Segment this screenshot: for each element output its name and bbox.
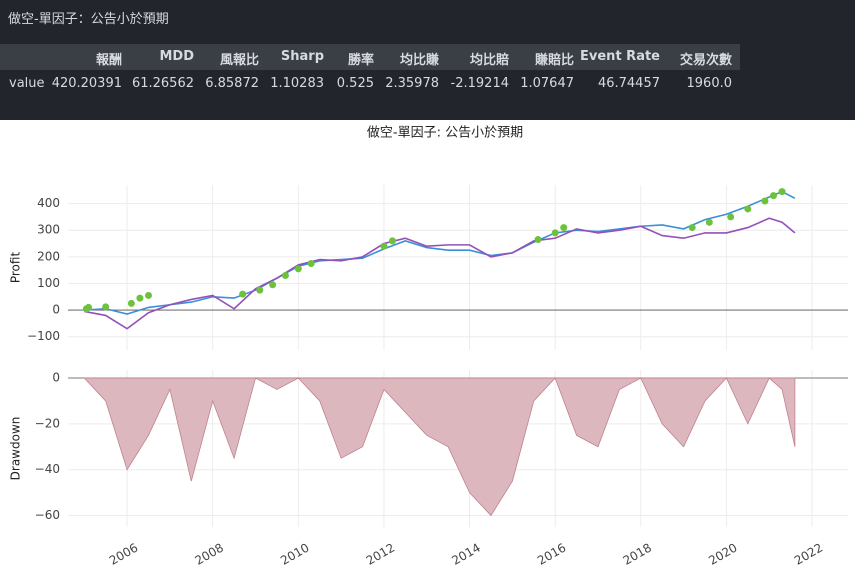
x-tick-label: 2014 xyxy=(449,541,482,568)
column-header: 賺賠比 xyxy=(534,53,574,68)
y-tick-label: 0 xyxy=(52,371,60,385)
scatter-point xyxy=(239,290,247,298)
table-cell: 6.85872 xyxy=(205,76,259,91)
output-title: 做空-單因子：公告小於預期 xyxy=(8,12,169,27)
scatter-point xyxy=(256,286,264,294)
y-tick-label: 100 xyxy=(37,276,60,290)
table-cell: 1960.0 xyxy=(686,76,733,91)
x-tick-label: 2010 xyxy=(278,541,311,568)
scatter-point xyxy=(551,229,559,237)
x-tick-label: 2008 xyxy=(192,541,225,568)
line-series xyxy=(84,217,796,330)
x-tick-label: 2022 xyxy=(792,541,825,568)
x-tick-label: 2018 xyxy=(621,541,654,568)
y-tick-label: 0 xyxy=(52,303,60,317)
column-header: 均比賺 xyxy=(399,53,439,68)
y-tick-label: 400 xyxy=(37,196,60,210)
drawdown-area xyxy=(83,377,796,517)
table-cell: 61.26562 xyxy=(131,76,194,91)
column-header: 交易次數 xyxy=(679,53,732,68)
scatter-point xyxy=(770,192,778,200)
scatter-point xyxy=(761,197,769,205)
column-header: 勝率 xyxy=(347,53,374,68)
scatter-point xyxy=(560,224,568,232)
y-axis-label: Drawdown xyxy=(9,417,23,481)
y-tick-label: 300 xyxy=(37,223,60,237)
line-series xyxy=(84,190,796,315)
table-cell: 0.525 xyxy=(336,76,374,91)
scatter-point xyxy=(380,242,388,250)
y-axis-label: Profit xyxy=(9,252,23,284)
chart: 做空-單因子: 公告小於預期 −100 0 100 200 300 400 Profit −6… xyxy=(9,125,848,568)
column-header: Event Rate xyxy=(580,49,660,64)
y-tick-label: −60 xyxy=(35,508,60,522)
scatter-point xyxy=(269,281,277,289)
column-header: Sharp xyxy=(280,49,324,64)
table-cell: 46.74457 xyxy=(597,76,660,91)
y-tick-label: −20 xyxy=(35,416,60,430)
table-cell: 1.10283 xyxy=(270,76,324,91)
scatter-point xyxy=(744,205,752,213)
column-header: MDD xyxy=(159,49,194,64)
row-label: value xyxy=(9,76,45,91)
scatter-point xyxy=(127,299,135,307)
scatter-point xyxy=(294,265,302,273)
y-tick-label: −100 xyxy=(27,329,60,343)
scatter-point xyxy=(705,218,713,226)
scatter-point xyxy=(534,236,542,244)
scatter-point xyxy=(102,303,110,311)
table-cell: 2.35978 xyxy=(385,76,439,91)
scatter-point xyxy=(778,188,786,196)
x-tick-label: 2020 xyxy=(706,541,739,568)
column-header: 報酬 xyxy=(95,53,122,68)
table-cell: -2.19214 xyxy=(450,76,509,91)
x-tick-label: 2016 xyxy=(535,541,568,568)
y-tick-label: 200 xyxy=(37,249,60,263)
scatter-point xyxy=(727,213,735,221)
scatter-point xyxy=(136,294,144,302)
y-tick-label: −40 xyxy=(35,462,60,476)
table-cell: 1.07647 xyxy=(520,76,574,91)
column-header: 風報比 xyxy=(219,53,259,68)
scatter-point xyxy=(688,224,696,232)
table-cell: 420.20391 xyxy=(51,76,122,91)
table-header xyxy=(0,44,740,70)
chart-title: 做空-單因子: 公告小於預期 xyxy=(367,125,523,141)
scatter-point xyxy=(281,271,289,279)
scatter-point xyxy=(85,303,93,311)
x-tick-label: 2012 xyxy=(364,541,397,568)
scatter-point xyxy=(307,260,315,268)
column-header: 均比賠 xyxy=(469,53,509,68)
scatter-point xyxy=(389,237,397,245)
x-tick-label: 2006 xyxy=(107,541,140,568)
scatter-point xyxy=(144,291,152,299)
output-panel: 做空-單因子：公告小於預期 報酬 MDD 風報比 Sharp 勝率 均比賺 均比賠 賺賠比 Ev… xyxy=(0,0,855,120)
